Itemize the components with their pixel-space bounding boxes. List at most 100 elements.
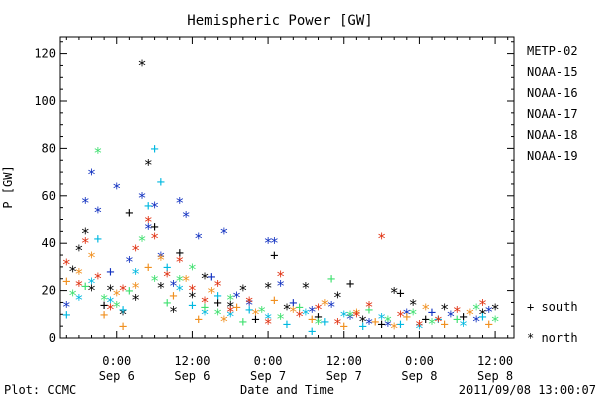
data-point: *	[245, 296, 254, 314]
data-point: +	[81, 279, 89, 295]
x-tick-date-label: Sep 6	[99, 369, 135, 383]
data-point: +	[150, 220, 158, 236]
data-point: *	[364, 298, 373, 316]
data-point: *	[396, 308, 405, 326]
data-point: *	[87, 282, 96, 300]
data-point: *	[264, 310, 273, 328]
data-point: *	[478, 296, 487, 314]
data-point: *	[137, 189, 146, 207]
data-point: +	[100, 298, 108, 314]
series-noaa-19: ******************* ** ***** ** *	[62, 213, 487, 335]
data-point: +	[295, 300, 303, 316]
data-point: +	[106, 265, 114, 281]
y-tick-label: 120	[34, 47, 56, 61]
data-point: +	[144, 260, 152, 276]
data-point: *	[270, 234, 279, 252]
data-point: *	[131, 291, 140, 309]
data-point: +	[403, 310, 411, 326]
data-point: +	[176, 246, 184, 262]
data-point: *	[320, 296, 329, 314]
x-tick-time-label: 0:00	[102, 354, 131, 368]
data-point: +	[440, 317, 448, 333]
data-point: *	[93, 144, 102, 162]
y-tick-label: 0	[49, 331, 56, 345]
data-point: *	[232, 289, 241, 307]
x-tick-time-label: 12:00	[477, 354, 513, 368]
data-point: *	[364, 315, 373, 333]
data-point: *	[156, 251, 165, 269]
data-point: *	[100, 291, 109, 309]
data-point: +	[213, 288, 221, 304]
data-point: +	[283, 317, 291, 333]
data-point: *	[358, 312, 367, 330]
data-point: *	[201, 305, 210, 323]
data-point: +	[62, 307, 70, 323]
data-point: *	[112, 286, 121, 304]
data-point: +	[308, 324, 316, 340]
legend: METP-02 NOAA-15 NOAA-16 NOAA-17 NOAA-18 NOAA-…	[527, 44, 578, 345]
data-point: *	[213, 277, 222, 295]
data-point: *	[314, 301, 323, 319]
data-point: *	[276, 310, 285, 328]
data-point: *	[74, 265, 83, 283]
data-point: *	[81, 225, 90, 243]
y-axis: 0 20 40 60 80 100 120	[34, 41, 514, 345]
data-point: +	[125, 205, 133, 221]
legend-symbol-north: * north	[527, 331, 578, 345]
y-axis-label: P [GW]	[1, 165, 15, 208]
data-point: +	[346, 276, 354, 292]
data-point: *	[346, 310, 355, 328]
data-point: +	[428, 305, 436, 321]
x-tick-time-label: 12:00	[326, 354, 362, 368]
data-point: *	[131, 279, 140, 297]
data-point: +	[207, 269, 215, 285]
y-tick-label: 80	[42, 141, 56, 155]
data-point: *	[472, 312, 481, 330]
data-point: +	[358, 319, 366, 335]
data-point: *	[106, 293, 115, 311]
data-point: *	[87, 274, 96, 292]
plot-credit: Plot: CCMC	[4, 383, 76, 397]
data-point: *	[440, 301, 449, 319]
data-point: *	[137, 232, 146, 250]
legend-entry: NOAA-15	[527, 65, 578, 79]
data-point: *	[282, 301, 291, 319]
data-point: *	[301, 279, 310, 297]
data-point: *	[402, 305, 411, 323]
data-point: *	[144, 213, 153, 231]
data-point: +	[478, 310, 486, 326]
x-tick-date-label: Sep 7	[326, 369, 362, 383]
data-point: +	[232, 300, 240, 316]
data-point: *	[169, 303, 178, 321]
data-point: +	[396, 317, 404, 333]
data-point: +	[365, 303, 373, 319]
data-point: *	[264, 234, 273, 252]
x-axis-label: Date and Time	[240, 383, 334, 397]
data-point: *	[434, 312, 443, 330]
data-point: *	[327, 298, 336, 316]
data-point: *	[93, 270, 102, 288]
data-point: *	[112, 298, 121, 316]
data-point: *	[383, 312, 392, 330]
data-point: *	[207, 284, 216, 302]
data-point: *	[112, 180, 121, 198]
data-point: +	[213, 295, 221, 311]
series-noaa-16: +**+* +*++++*+ *+* + * +*++ *+ * + * + * +	[62, 141, 487, 339]
data-point: *	[446, 308, 455, 326]
data-point: *	[257, 303, 266, 321]
data-point: +	[251, 312, 259, 328]
x-tick-date-label: Sep 8	[401, 369, 437, 383]
data-point: *	[409, 305, 418, 323]
data-point: *	[352, 305, 361, 323]
data-point: *	[188, 282, 197, 300]
data-point: *	[150, 272, 159, 290]
data-point: +	[119, 319, 127, 335]
data-point: *	[226, 298, 235, 316]
legend-symbol-south: + south	[527, 300, 578, 314]
data-point: +	[119, 303, 127, 319]
data-point: *	[491, 312, 500, 330]
data-point: *	[383, 317, 392, 335]
data-point: *	[377, 310, 386, 328]
plot-frame	[59, 36, 515, 339]
data-point: *	[175, 282, 184, 300]
